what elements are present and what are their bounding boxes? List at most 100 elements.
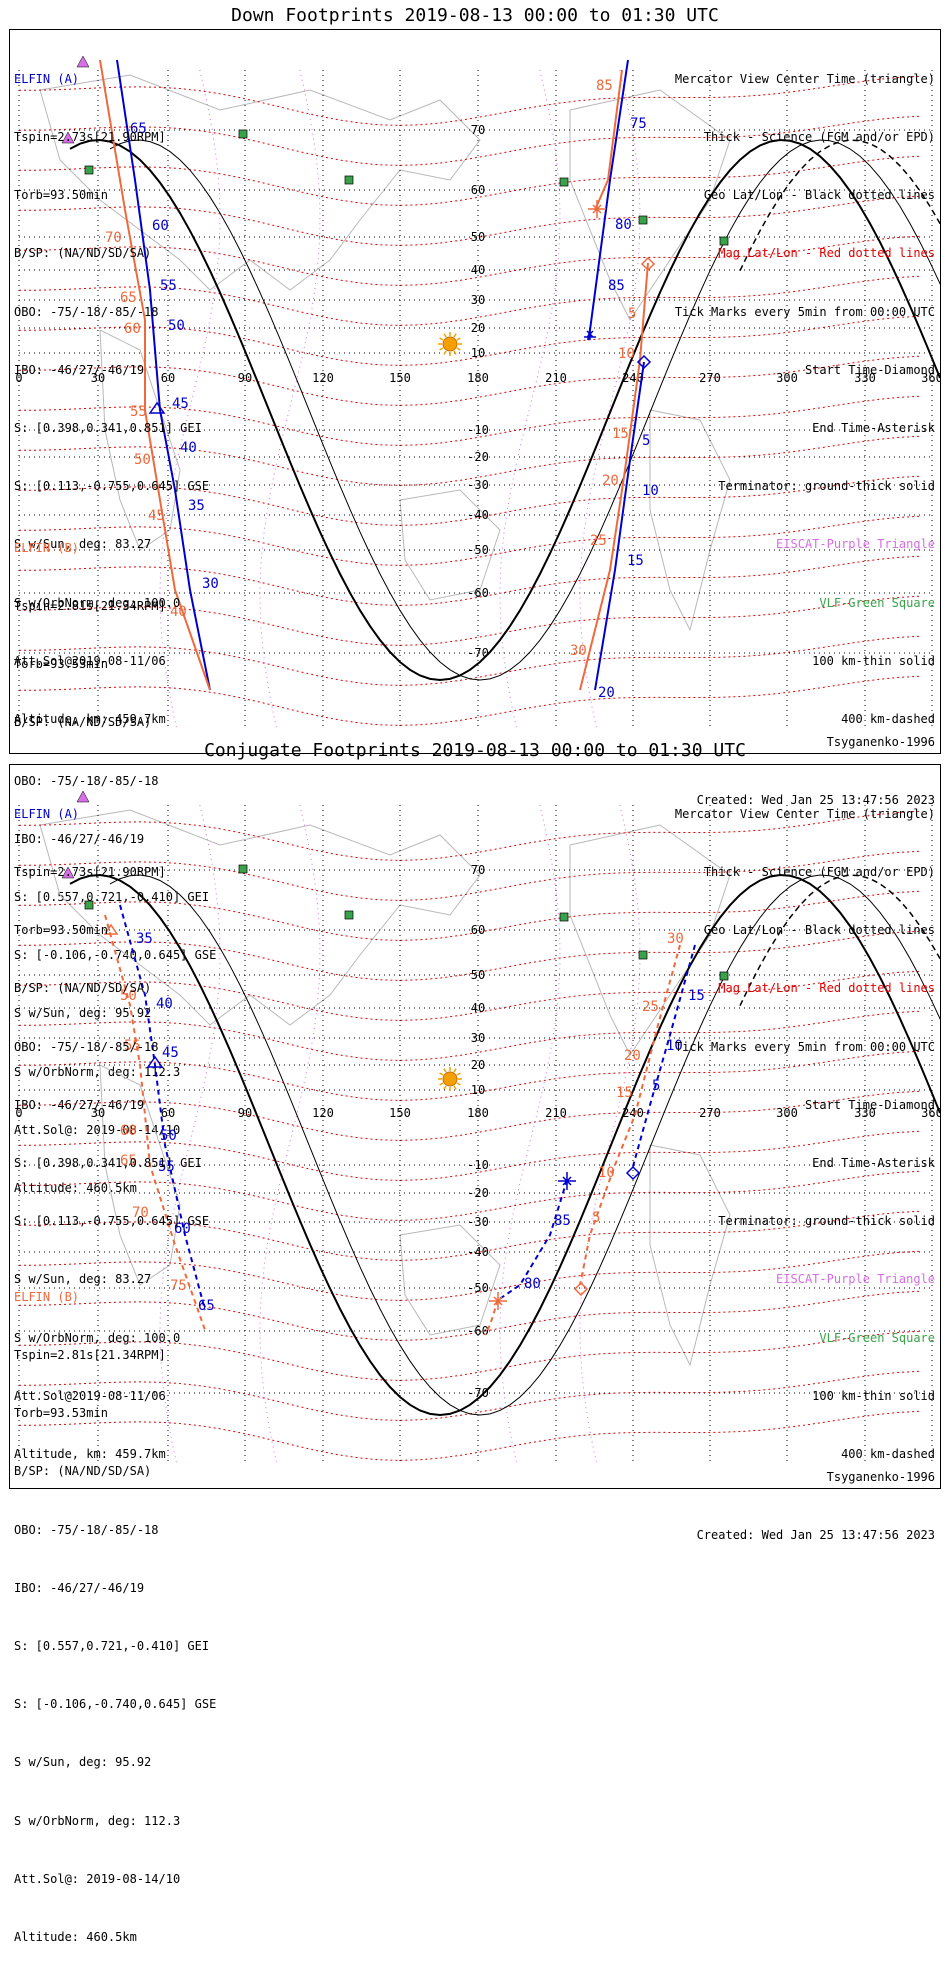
info-line: Att.Sol@: 2019-08-14/10: [14, 1122, 181, 1137]
mag-parallel: [18, 555, 920, 606]
vlf-station-square: [638, 215, 648, 225]
info-line: Torb=93.50min: [14, 188, 108, 203]
time-tick-label-b: 70: [132, 1205, 149, 1221]
lon-tick-label: 270: [699, 371, 721, 385]
legend-item: Tick Marks every 5min from 00:00 UTC: [674, 1039, 935, 1054]
sun-icon: [442, 336, 458, 352]
lon-tick-label: 60: [161, 371, 175, 385]
info-line: OBO: -75/-18/-85/-18: [14, 773, 159, 788]
sun-ray: [439, 1072, 444, 1076]
panel-title-down: Down Footprints 2019-08-13 00:00 to 01:3…: [231, 5, 719, 26]
legend-item: Mag Lat/Lon - Red dotted lines: [718, 246, 935, 261]
info-line: Att.Sol@: 2019-08-14/10: [14, 1871, 181, 1886]
sun-ray: [453, 1068, 457, 1073]
mag-parallel: [18, 970, 920, 1021]
time-tick-label-b: 75: [170, 1278, 187, 1294]
time-tick-label-a: 55: [158, 1159, 175, 1175]
sun-ray: [439, 347, 444, 351]
credit-block: Tsyganenko-1996 Created: Wed Jan 25 13:4…: [697, 1429, 935, 1584]
elfin-b-track-east-2: [579, 262, 649, 691]
lat-tick-label: 10: [471, 346, 485, 360]
lat-tick-label: -50: [467, 543, 489, 557]
lat-tick-label: 40: [471, 1001, 485, 1015]
legend-item: 100 km-thin solid: [812, 1388, 935, 1403]
vlf-station-square: [719, 971, 729, 981]
info-line: S w/Sun, deg: 83.27: [14, 1272, 152, 1287]
sun-ray: [443, 350, 447, 355]
info-line: IBO: -46/27/-46/19: [14, 831, 145, 846]
mag-parallel: [18, 395, 920, 446]
legend-item: Mercator View Center Time (triangle): [674, 806, 935, 821]
time-tick-label-a: 85: [554, 1213, 571, 1229]
time-tick-label-a: 85: [608, 278, 625, 294]
info-line: S w/Sun, deg: 83.27: [14, 537, 152, 552]
info-line: S: [-0.106,-0.740,0.645] GSE: [14, 1697, 217, 1712]
info-line: S: [0.398,0.341,0.851] GEI: [14, 421, 202, 436]
lat-tick-label: -20: [467, 450, 489, 464]
info-line: S w/OrbNorm, deg: 100.0: [14, 595, 181, 610]
mag-parallel: [18, 275, 920, 326]
legend-item: Geo Lat/Lon - Black dotted lines: [703, 188, 935, 203]
time-tick-label-a: 60: [174, 1221, 191, 1237]
sun-ray: [439, 337, 444, 341]
legend-item: Tick Marks every 5min from 00:00 UTC: [674, 304, 935, 319]
time-tick-label-b: 20: [602, 473, 619, 489]
terminator-100km: [109, 874, 940, 1416]
lon-tick-label: 210: [545, 371, 567, 385]
time-tick-label-a: 20: [598, 685, 615, 701]
lon-tick-label: 300: [776, 1106, 798, 1120]
time-tick-label-a: 75: [630, 116, 647, 132]
vlf-station-square: [84, 900, 94, 910]
lon-tick-label: 240: [622, 1106, 644, 1120]
map-panel-conjugate: 0 30 60 90 120 150 180 210 240 270 300 330 360 70 60 50…: [9, 764, 941, 1944]
center-triangle-a: [146, 1055, 164, 1068]
lon-tick-label: 90: [238, 1106, 252, 1120]
vlf-station-square: [638, 950, 648, 960]
legend-item: Thick - Science (FGM and/or EPD): [703, 865, 935, 880]
time-tick-label-a: 55: [160, 278, 177, 294]
time-tick-label-a: 10: [642, 483, 659, 499]
end-asterisk-b: [588, 200, 606, 218]
sun-ray: [443, 333, 447, 338]
legend-item: VLF-Green Square: [819, 1330, 935, 1345]
info-line: S: [-0.106,-0.740,0.645] GSE: [14, 948, 217, 963]
map-panel-down: 0 30 60 90 120 150 180 210 240 270 300 330 360 70 60 50…: [9, 29, 941, 1195]
footprint-map-down: 0 30 60 90 120 150 180 210 240 270 300 330 360706050…: [15, 55, 940, 731]
mag-parallel: [18, 1130, 920, 1181]
lat-tick-label: -50: [467, 1281, 489, 1295]
time-tick-label-a: 15: [688, 988, 705, 1004]
time-tick-label-b: 65: [120, 1153, 137, 1169]
end-asterisk-a: [558, 1172, 576, 1190]
vlf-station-square: [238, 864, 248, 874]
elfin-b-track-west: [104, 914, 206, 1331]
info-line: OBO: -75/-18/-85/-18: [14, 1039, 159, 1054]
sun-ray: [453, 1085, 457, 1090]
lat-tick-label: 40: [471, 263, 485, 277]
time-tick-label-a: 35: [188, 498, 205, 514]
elfin-b-track-west: [99, 59, 211, 691]
legend-item: VLF-Green Square: [819, 595, 935, 610]
mag-parallel: [18, 1330, 920, 1381]
info-line: Altitude, km: 459.7km: [14, 712, 166, 727]
lat-tick-label: 60: [471, 183, 485, 197]
legend-item: 400 km-dashed: [841, 712, 935, 727]
center-triangle-b: [103, 923, 119, 935]
info-line: Tspin=2.81s[21.34RPM]: [14, 1348, 166, 1363]
info-line: S w/Sun, deg: 95.92: [14, 1755, 152, 1770]
lat-tick-label: -10: [467, 1158, 489, 1172]
info-line: B/SP: (NA/ND/SD/SA): [14, 246, 152, 261]
elfin-a-track-south: [497, 1179, 568, 1301]
time-tick-label-b: 15: [616, 1085, 633, 1101]
time-tick-label-b: 15: [612, 426, 629, 442]
info-line: S: [0.557,0.721,-0.410] GEI: [14, 890, 210, 905]
lon-tick-label: 0: [15, 1106, 22, 1120]
mag-parallel: [18, 435, 920, 486]
lon-tick-label: 360: [921, 1106, 940, 1120]
lon-tick-label: 150: [389, 1106, 411, 1120]
lon-tick-label: 120: [312, 1106, 334, 1120]
terminator-ground: [69, 139, 940, 682]
lat-tick-label: 50: [471, 230, 485, 244]
eiscat-triangle: [61, 131, 75, 144]
mag-parallel: [18, 235, 920, 286]
mag-parallel: [18, 890, 920, 941]
